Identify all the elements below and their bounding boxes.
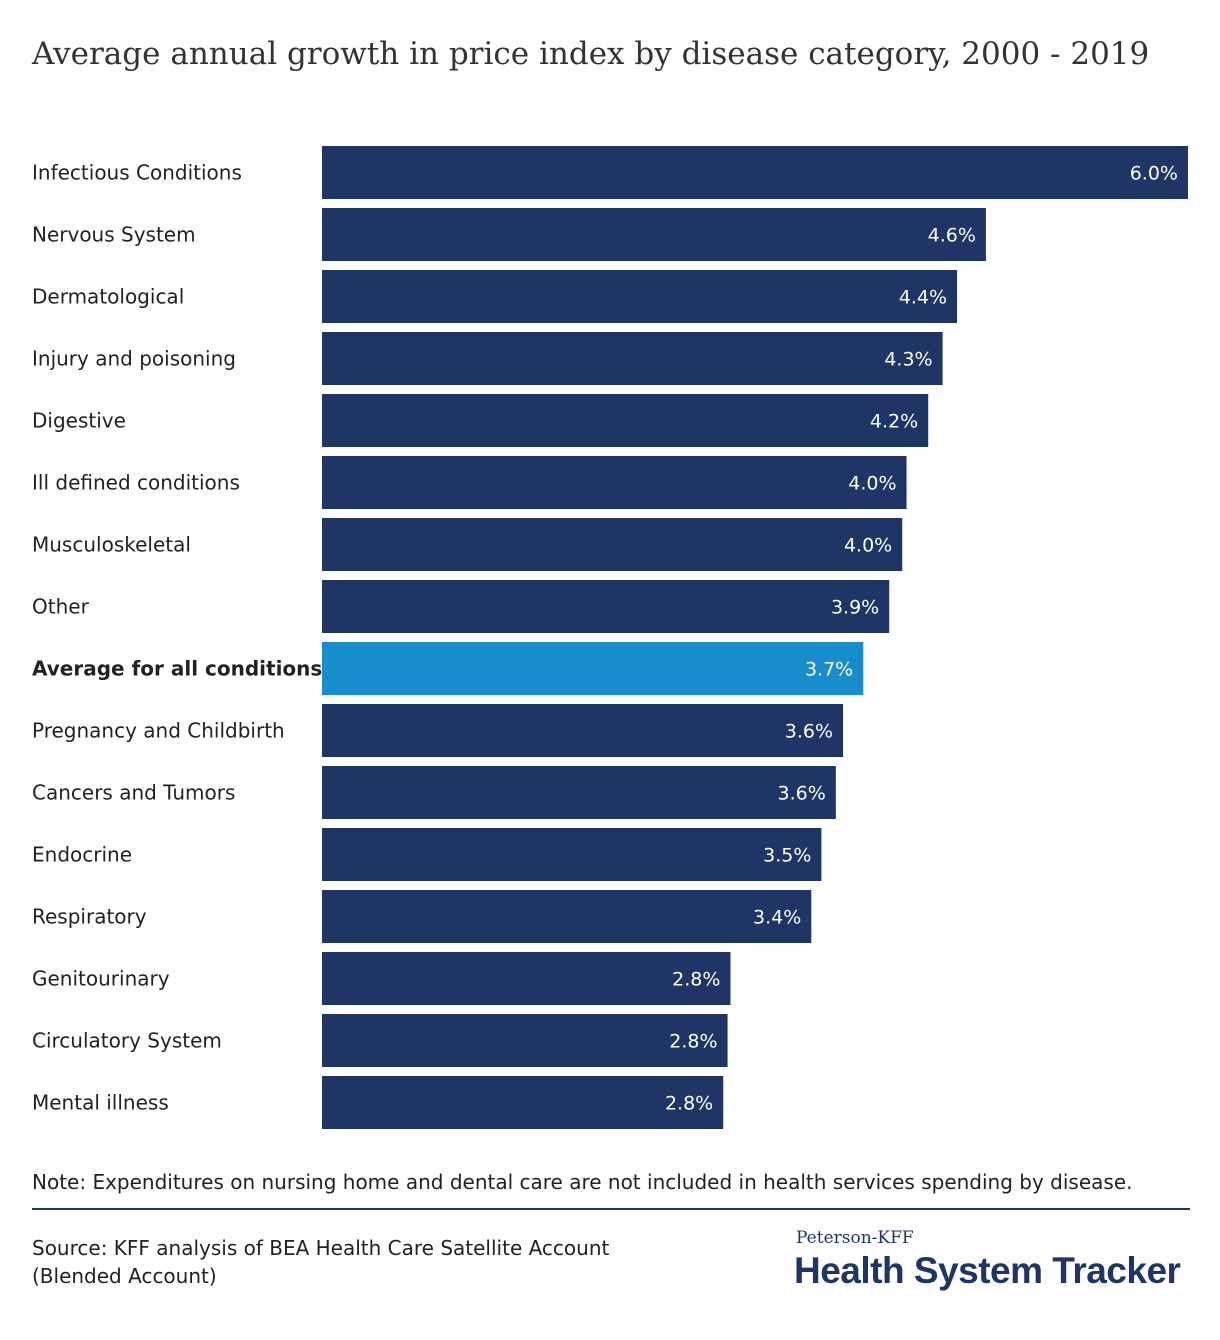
bar [322,828,822,881]
logo-peterson-kff: Peterson-KFF [796,1228,914,1248]
value-label: 6.0% [1130,163,1178,185]
bar [322,394,929,447]
category-label: Circulatory System [32,1029,222,1053]
bar [322,146,1188,199]
bar [322,766,836,819]
category-label: Infectious Conditions [32,161,242,185]
bar [322,580,890,633]
value-label: 2.8% [665,1093,713,1115]
bar [322,270,958,323]
logo-health-system-tracker: Health System Tracker [794,1250,1181,1291]
value-label: 3.9% [831,597,879,619]
category-label: Dermatological [32,285,184,309]
value-label: 4.4% [899,287,947,309]
category-label: Endocrine [32,843,132,867]
value-label: 4.2% [870,411,918,433]
category-label: Average for all conditions [32,657,322,681]
value-label: 3.5% [763,845,811,867]
category-label: Genitourinary [32,967,170,991]
category-label: Ill defined conditions [32,471,240,495]
category-label: Other [32,595,90,619]
category-label: Mental illness [32,1091,169,1115]
value-label: 3.7% [805,659,853,681]
bar [322,890,812,943]
value-label: 4.3% [884,349,932,371]
value-label: 3.6% [778,783,826,805]
bar [322,704,844,757]
category-label: Pregnancy and Childbirth [32,719,285,743]
bar-chart: Infectious Conditions 6.0% Nervous System 4… [32,146,1188,1129]
bar [322,1076,724,1129]
chart-source: Source: KFF analysis of BEA Health Care … [32,1236,610,1288]
value-label: 2.8% [672,969,720,991]
bar [322,332,943,385]
category-label: Nervous System [32,223,196,247]
category-label: Cancers and Tumors [32,781,235,805]
bar [322,1014,728,1067]
bar [322,208,986,261]
bar [322,518,903,571]
bar [322,952,731,1005]
value-label: 3.6% [785,721,833,743]
value-label: 2.8% [669,1031,717,1053]
value-label: 4.0% [844,535,892,557]
value-label: 4.0% [848,473,896,495]
chart-note: Note: Expenditures on nursing home and d… [32,1170,1133,1194]
bar [322,456,907,509]
category-label: Injury and poisoning [32,347,236,371]
chart-title: Average annual growth in price index by … [32,36,1150,72]
category-label: Digestive [32,409,126,433]
value-label: 4.6% [928,225,976,247]
value-label: 3.4% [753,907,801,929]
category-label: Respiratory [32,905,147,929]
bar-average [322,642,864,695]
divider [32,1208,1190,1210]
category-label: Musculoskeletal [32,533,191,557]
